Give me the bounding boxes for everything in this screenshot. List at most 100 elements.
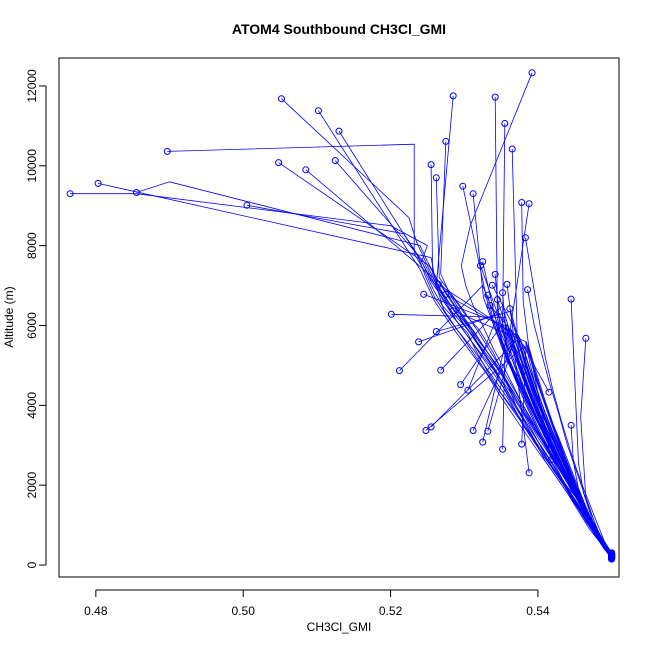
data-point <box>486 302 494 309</box>
data-point <box>491 93 499 101</box>
profile-line <box>318 110 612 559</box>
data-point <box>608 553 616 561</box>
data-point <box>469 190 477 198</box>
profile-line <box>487 295 612 556</box>
profile-line <box>167 143 612 554</box>
profile-16 <box>460 69 616 562</box>
profile-line <box>445 293 612 557</box>
profile-44 <box>511 329 616 560</box>
profile-line <box>438 284 612 558</box>
data-point <box>331 157 339 165</box>
data-point <box>488 281 496 289</box>
profile-line <box>425 346 612 559</box>
data-point <box>442 290 450 298</box>
data-point <box>493 296 501 303</box>
data-point <box>457 381 465 389</box>
profile-59 <box>435 280 616 561</box>
y-tick-label: 10000 <box>25 149 39 183</box>
data-point <box>501 120 509 127</box>
data-point <box>432 328 440 335</box>
data-point <box>499 445 507 453</box>
data-point <box>275 159 283 167</box>
profile-58 <box>420 290 616 559</box>
profile-43 <box>518 341 616 561</box>
data-point <box>314 107 322 115</box>
profile-line <box>460 72 612 559</box>
data-point <box>508 145 516 153</box>
profile-line <box>334 160 612 558</box>
data-point <box>395 367 403 375</box>
x-tick-label: 0.52 <box>379 604 403 618</box>
data-point <box>608 551 616 559</box>
data-point <box>479 438 487 446</box>
y-tick-label: 6000 <box>25 312 39 339</box>
profile-39 <box>422 346 616 562</box>
profile-line <box>423 293 612 556</box>
data-point <box>469 427 477 434</box>
y-tick-label: 4000 <box>25 392 39 419</box>
y-tick-label: 2000 <box>25 472 39 499</box>
data-point <box>525 469 533 477</box>
data-point <box>427 161 435 169</box>
y-tick-label: 8000 <box>25 232 39 259</box>
data-point <box>484 427 492 435</box>
profile-23 <box>580 334 616 563</box>
data-point <box>499 289 507 297</box>
x-tick-label: 0.54 <box>526 604 550 618</box>
profile-line <box>136 181 612 556</box>
profile-line <box>570 299 612 556</box>
x-tick-label: 0.48 <box>84 604 108 618</box>
data-point <box>66 190 74 198</box>
profile-6 <box>278 95 616 560</box>
data-point <box>163 147 171 155</box>
data-point <box>387 310 395 318</box>
data-point <box>437 366 445 374</box>
profile-3 <box>132 181 616 559</box>
profile-line <box>580 338 612 559</box>
x-tick-label: 0.50 <box>232 604 256 618</box>
profile-line <box>278 162 612 556</box>
data-point <box>503 280 511 288</box>
profile-31 <box>387 310 616 563</box>
data-point <box>545 388 553 396</box>
axes: 0.48 0.50 0.52 0.54 0 2000 4000 6000 8000 10000 12… <box>25 69 550 618</box>
chart-title: ATOM4 Southbound CH3Cl_GMI <box>232 21 446 37</box>
data-point <box>518 440 526 448</box>
data-point <box>521 234 529 242</box>
data-point <box>432 174 440 182</box>
profile-12 <box>435 92 616 563</box>
profile-line <box>525 237 612 554</box>
data-point <box>94 179 102 187</box>
profiles <box>66 69 616 563</box>
data-point <box>477 262 484 270</box>
data-point <box>525 200 533 208</box>
y-tick-label: 12000 <box>25 69 39 103</box>
data-point <box>464 386 472 394</box>
data-point <box>449 307 457 315</box>
data-point <box>278 95 285 103</box>
data-point <box>459 182 467 190</box>
data-point <box>442 137 450 145</box>
x-axis-label: CH3Cl_GMI <box>307 620 372 634</box>
data-point <box>567 421 575 429</box>
data-point <box>582 334 590 342</box>
data-point <box>427 423 435 431</box>
data-point <box>302 166 310 174</box>
profile-line <box>509 308 612 554</box>
data-point <box>449 92 457 100</box>
profile-line <box>497 299 612 555</box>
data-point <box>415 338 423 346</box>
profile-5 <box>243 201 616 562</box>
profile-line <box>435 95 612 560</box>
y-tick-label: 0 <box>25 561 39 568</box>
profile-line <box>246 204 612 558</box>
data-point <box>567 295 575 303</box>
data-point <box>524 286 532 294</box>
profile-50 <box>506 305 616 557</box>
data-point <box>518 199 526 206</box>
data-point <box>243 201 251 209</box>
data-point <box>528 69 536 77</box>
data-point <box>547 456 555 464</box>
profile-11 <box>302 166 616 561</box>
